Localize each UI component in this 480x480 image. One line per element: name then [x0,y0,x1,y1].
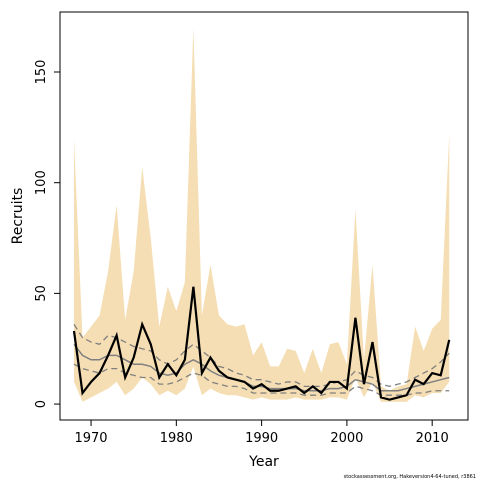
y-tick-label: 100 [34,170,49,195]
y-tick-label: 0 [34,400,49,408]
x-tick-label: 1980 [160,431,193,446]
y-axis-label: Recruits [10,188,26,245]
series-line [72,286,451,401]
x-tick-label: 2000 [330,431,363,446]
plot-frame [59,11,469,421]
series-line [73,343,450,392]
y-tick-label: 50 [34,285,49,302]
confidence-band [73,27,450,402]
series-line [73,324,450,388]
x-tick-label: 2010 [416,431,449,446]
y-tick-label: 150 [34,60,49,85]
x-axis-label: Year [248,454,279,470]
footnote: stockassessment.org, Hakeversion4-64-tun… [344,474,476,480]
series-line [73,363,450,396]
x-tick-label: 1990 [245,431,278,446]
x-tick-label: 1970 [74,431,107,446]
